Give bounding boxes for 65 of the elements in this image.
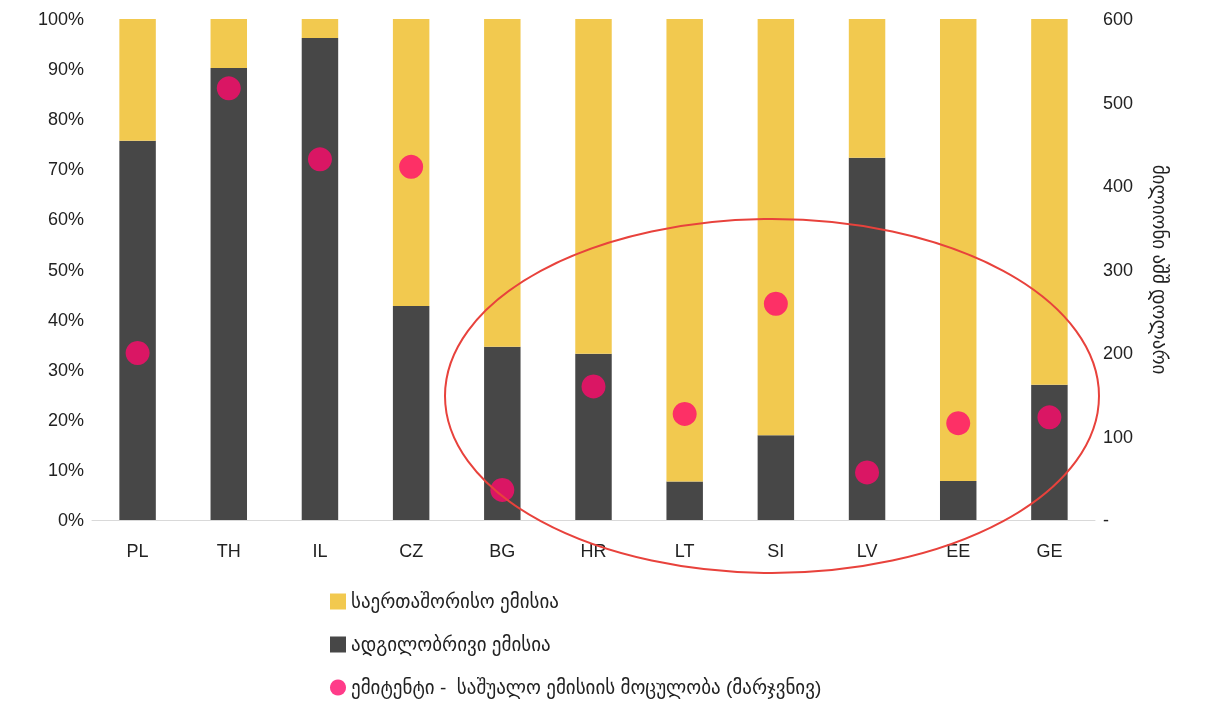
bar bbox=[1031, 19, 1068, 385]
point bbox=[307, 147, 332, 172]
y-tick-label: 80% bbox=[47, 109, 84, 130]
bar bbox=[301, 38, 339, 520]
bar bbox=[575, 19, 612, 354]
x-tick-label: GE bbox=[1036, 541, 1063, 561]
y-tick-label: 20% bbox=[47, 409, 84, 430]
bar bbox=[392, 306, 430, 520]
legend-label: ადგილობრივი ემისია bbox=[351, 634, 551, 656]
bar bbox=[484, 346, 521, 520]
point bbox=[763, 291, 788, 316]
bar bbox=[210, 68, 248, 520]
x-tick-label: IL bbox=[312, 541, 328, 561]
y2-tick-label: 300 bbox=[1103, 259, 1134, 280]
y-tick-label: 70% bbox=[47, 159, 84, 180]
y2-tick-label: 400 bbox=[1103, 176, 1134, 196]
y2-tick-label: 200 bbox=[1103, 343, 1134, 363]
bar bbox=[848, 19, 886, 158]
y-tick-label: 40% bbox=[47, 309, 84, 330]
y2-tick-label: 100 bbox=[1103, 426, 1134, 447]
x-tick-label: SI bbox=[767, 541, 785, 561]
bar bbox=[210, 19, 248, 69]
y-tick-label: 100% bbox=[37, 9, 84, 29]
point bbox=[490, 477, 515, 502]
y-tick-label: 60% bbox=[47, 209, 84, 230]
x-tick-label: CZ bbox=[399, 541, 424, 561]
x-tick-label: PL bbox=[126, 541, 149, 561]
y2-tick-label: - bbox=[1103, 510, 1109, 530]
bar bbox=[757, 435, 795, 520]
point bbox=[946, 411, 971, 436]
point bbox=[399, 154, 424, 179]
bar bbox=[575, 353, 612, 520]
bar bbox=[119, 140, 156, 520]
x-tick-label: TH bbox=[216, 541, 241, 561]
bar bbox=[848, 157, 886, 520]
point bbox=[1037, 405, 1062, 430]
point bbox=[581, 374, 606, 399]
bar bbox=[757, 19, 795, 436]
y-tick-label: 30% bbox=[47, 359, 84, 380]
legend-label: საერთაშორისო ემისია bbox=[351, 591, 559, 613]
x-tick-label: LV bbox=[856, 541, 878, 561]
y-tick-label: 90% bbox=[47, 59, 84, 80]
x-tick-label: HR bbox=[580, 541, 607, 561]
bar bbox=[392, 19, 430, 307]
legend-label: ემიტენტი - საშუალო ემისიის მოცულობა (მარჯვნივ) bbox=[351, 677, 822, 699]
bar bbox=[301, 19, 339, 39]
bar bbox=[939, 19, 977, 481]
x-tick-label: BG bbox=[489, 541, 516, 561]
point bbox=[216, 76, 241, 101]
y-tick-label: 50% bbox=[47, 259, 84, 280]
bar bbox=[939, 480, 977, 520]
bar bbox=[484, 19, 521, 347]
point bbox=[855, 460, 880, 485]
bar bbox=[666, 481, 703, 520]
y-tick-label: 0% bbox=[57, 510, 84, 530]
x-tick-label: EE bbox=[946, 541, 971, 561]
y-tick-label: 10% bbox=[47, 459, 84, 480]
y2-tick-label: 600 bbox=[1103, 9, 1134, 29]
bar bbox=[119, 19, 156, 141]
x-tick-label: LT bbox=[674, 541, 695, 561]
point bbox=[672, 401, 697, 426]
bar bbox=[666, 19, 703, 482]
y2-tick-label: 500 bbox=[1103, 92, 1134, 113]
y2-axis-title: მილიონი აშშ დოლარი bbox=[1148, 164, 1170, 375]
point bbox=[125, 341, 150, 365]
